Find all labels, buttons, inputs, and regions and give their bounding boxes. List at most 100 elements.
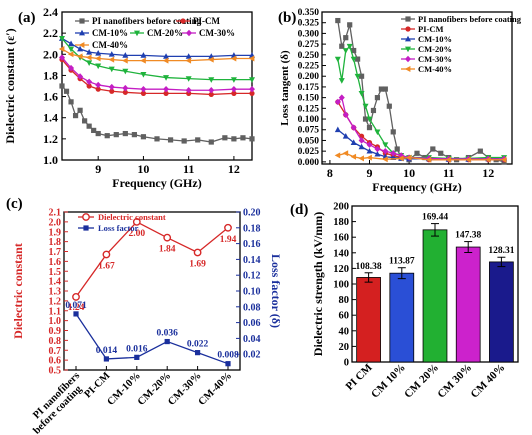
left-y-axis-label: Dielectric constant xyxy=(11,243,25,339)
data-point xyxy=(122,68,129,75)
data-label: 1.24 xyxy=(68,303,85,313)
panel-label: (a) xyxy=(18,10,36,26)
y-tick-label: 60 xyxy=(339,311,350,322)
left-y-tick-label: 1.1 xyxy=(49,306,62,317)
data-point xyxy=(382,142,389,148)
panel-label: (b) xyxy=(278,10,296,26)
legend-item: CM-20% xyxy=(401,44,452,54)
chart-panel-a: 9 10 11 12 1.0 1.2 1.4 1.6 1.8 2.0 2.2 2.4 Frequency… xyxy=(3,5,255,190)
data-point xyxy=(140,71,147,78)
data-point xyxy=(108,56,115,63)
data-point xyxy=(185,53,192,59)
data-point xyxy=(414,150,420,156)
legend-label: CM-30% xyxy=(199,28,235,38)
data-point xyxy=(465,156,471,163)
category-label: PI-CM xyxy=(82,370,112,400)
legend-label: CM-20% xyxy=(147,28,183,38)
data-point xyxy=(334,126,341,133)
data-point xyxy=(342,48,349,54)
data-point xyxy=(351,47,357,54)
left-y-tick-label: 1.8 xyxy=(49,237,62,248)
y-tick-label: 0.325 xyxy=(298,19,320,29)
x-tick-label: 8 xyxy=(327,166,333,180)
y-tick-label: 80 xyxy=(339,295,350,306)
data-point xyxy=(358,90,365,97)
left-y-tick-label: 1.5 xyxy=(49,267,62,278)
bar xyxy=(455,246,481,363)
y-axis-label: Dielectric constant (ε′) xyxy=(3,28,17,143)
data-point xyxy=(77,73,84,80)
right-y-tick-label: 0.10 xyxy=(243,287,261,298)
data-point xyxy=(382,86,388,92)
chart-panel-c: 0.50.60.70.80.91.01.11.21.31.41.51.61.71… xyxy=(6,196,283,435)
left-y-tick-label: 1.9 xyxy=(49,227,62,238)
data-point xyxy=(77,107,83,113)
y-tick-label: 1.0 xyxy=(43,153,58,167)
data-point xyxy=(140,52,147,58)
data-point xyxy=(163,75,170,81)
data-point xyxy=(122,130,128,137)
y-tick-label: 0.275 xyxy=(298,40,320,50)
left-y-tick-label: 0.8 xyxy=(49,336,62,347)
data-point xyxy=(68,99,74,105)
data-point xyxy=(334,98,341,106)
x-axis-label: Frequency (GHz) xyxy=(112,176,201,190)
bar xyxy=(422,229,448,363)
panel-label: (c) xyxy=(6,196,23,212)
data-point xyxy=(58,46,65,52)
series-1: 1.24 1.67 2.00 1.84 1.69 1.94 xyxy=(68,217,237,313)
data-point xyxy=(390,129,396,135)
data-point xyxy=(59,36,65,42)
category-label: CM 30% xyxy=(435,362,474,401)
data-label: 0.071 xyxy=(65,301,87,311)
legend-item: CM-30% xyxy=(401,54,452,64)
legend-item: PI-CM xyxy=(176,16,220,26)
data-point xyxy=(59,83,65,89)
data-point xyxy=(140,85,147,93)
data-point xyxy=(231,90,237,96)
data-point xyxy=(95,86,101,92)
data-point xyxy=(113,132,119,138)
data-point xyxy=(366,147,373,154)
y-tick-label: 0.125 xyxy=(298,104,320,114)
data-point xyxy=(230,85,237,93)
y-tick-label: 0.150 xyxy=(298,94,320,104)
y-tick-label: 2.2 xyxy=(43,26,58,40)
legend-item: CM-10% xyxy=(75,28,128,38)
y-tick-label: 160 xyxy=(333,233,349,244)
legend-label: Dielectric constant xyxy=(98,212,166,222)
data-point xyxy=(122,57,128,64)
y-tick-label: 2.4 xyxy=(43,5,58,19)
category-label: CM 20% xyxy=(402,362,441,401)
data-point xyxy=(102,250,111,259)
data-point xyxy=(185,76,192,82)
y-tick-label: 0.250 xyxy=(298,51,320,61)
data-point xyxy=(85,54,92,61)
data-point xyxy=(86,60,93,66)
data-point xyxy=(355,56,361,62)
y-tick-label: 1.2 xyxy=(43,132,58,146)
y-tick-label: 1.4 xyxy=(43,111,58,125)
left-y-tick-label: 1.2 xyxy=(49,296,62,307)
series-3 xyxy=(59,35,255,59)
data-point xyxy=(350,153,357,160)
data-point xyxy=(208,91,214,98)
data-point xyxy=(208,56,214,63)
data-point xyxy=(374,150,381,157)
data-label: 0.016 xyxy=(126,344,148,354)
data-point xyxy=(425,156,432,163)
left-y-tick-label: 1.3 xyxy=(49,287,62,298)
data-label: 169.44 xyxy=(422,213,448,223)
left-y-tick-label: 0.6 xyxy=(49,356,62,367)
data-point xyxy=(374,145,381,153)
x-tick-label: 9 xyxy=(367,166,373,180)
y-axis-label: Loss tangent (δ) xyxy=(279,50,291,126)
chart-panel-b: 8 9 10 11 120.0000.0250.0500.0750.1000.1250.… xyxy=(278,8,522,194)
data-label: 1.67 xyxy=(98,261,115,271)
bar xyxy=(489,261,514,363)
left-y-tick-label: 1.6 xyxy=(49,257,62,268)
data-point xyxy=(338,94,345,101)
data-point xyxy=(103,356,109,362)
y-tick-label: 180 xyxy=(333,217,349,228)
